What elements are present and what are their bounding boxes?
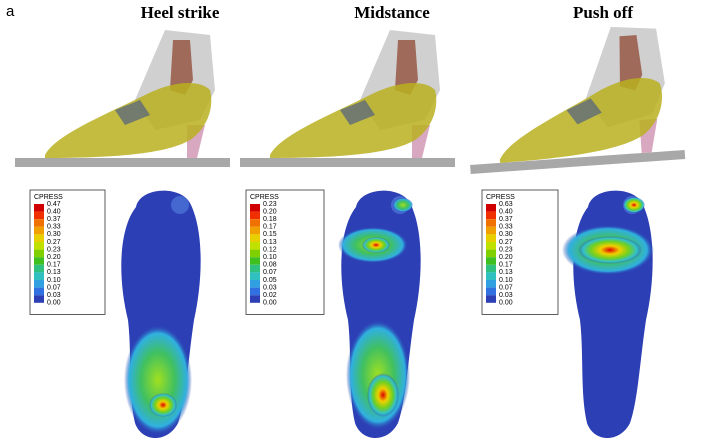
legend-swatch: [250, 234, 260, 242]
legend-label: 0.20: [47, 254, 61, 261]
legend-label: 0.03: [263, 284, 277, 291]
panel-title: Midstance: [354, 3, 430, 22]
legend-swatch: [250, 249, 260, 258]
legend-swatch: [34, 242, 44, 250]
legend-swatch: [486, 211, 496, 220]
shoe-model: [240, 30, 455, 167]
legend-swatch: [250, 264, 260, 273]
legend-label: 0.07: [263, 269, 277, 276]
legend-label: 0.37: [47, 216, 61, 223]
legend-swatch: [250, 242, 260, 250]
legend-label: 0.30: [47, 231, 61, 238]
legend-label: 0.10: [47, 277, 61, 284]
legend-swatch: [34, 226, 44, 235]
legend-label: 0.17: [499, 262, 513, 269]
legend-swatch: [486, 226, 496, 235]
legend-label: 0.03: [47, 292, 61, 299]
legend-label: 0.17: [263, 224, 277, 231]
legend-label: 0.27: [499, 239, 513, 246]
legend-swatch: [34, 287, 44, 296]
legend-swatch: [486, 264, 496, 273]
legend-title: CPRESS: [250, 194, 279, 201]
legend-swatch: [34, 211, 44, 220]
panel-title: Heel strike: [141, 3, 220, 22]
legend-label: 0.07: [499, 284, 513, 291]
legend-label: 0.23: [499, 246, 513, 253]
legend-label: 0.23: [47, 246, 61, 253]
shoe-model: [15, 30, 230, 167]
legend-swatch: [250, 211, 260, 220]
legend-label: 0.40: [47, 208, 61, 215]
figure-label: a: [6, 3, 15, 20]
legend-label: 0.20: [499, 254, 513, 261]
legend-label: 0.02: [263, 292, 277, 299]
legend-label: 0.20: [263, 208, 277, 215]
shoe-model: [461, 22, 686, 174]
legend-label: 0.03: [499, 292, 513, 299]
legend-title: CPRESS: [486, 194, 515, 201]
legend-swatch: [34, 219, 44, 227]
legend-label: 0.40: [499, 208, 513, 215]
legend-swatch: [486, 204, 496, 212]
pressure-map: [562, 190, 654, 438]
legend-swatch: [250, 226, 260, 235]
legend-swatch: [34, 280, 44, 288]
legend-label: 0.23: [263, 201, 277, 208]
legend-swatch: [486, 242, 496, 250]
legend-swatch: [486, 234, 496, 242]
legend-label: 0.00: [47, 300, 61, 307]
legend-label: 0.17: [47, 262, 61, 269]
legend-label: 0.15: [263, 231, 277, 238]
pressure-map: [121, 190, 201, 438]
legend-swatch: [250, 257, 260, 265]
legend-label: 0.47: [47, 201, 61, 208]
legend-label: 0.13: [499, 269, 513, 276]
legend-label: 0.00: [499, 300, 513, 307]
legend-swatch: [250, 280, 260, 288]
legend-swatch: [34, 264, 44, 273]
legend-label: 0.05: [263, 277, 277, 284]
legend-swatch: [486, 287, 496, 296]
legend-label: 0.33: [499, 224, 513, 231]
legend-swatch: [34, 234, 44, 242]
legends: CPRESS0.470.400.370.330.300.270.230.200.…: [29, 189, 559, 315]
legend-label: 0.12: [263, 246, 277, 253]
legend-swatch: [486, 295, 496, 303]
legend-swatch: [34, 295, 44, 303]
legend-swatch: [486, 219, 496, 227]
legend-swatch: [250, 287, 260, 296]
legend-swatch: [34, 249, 44, 258]
legend-label: 0.37: [499, 216, 513, 223]
legend-label: 0.00: [263, 300, 277, 307]
legend-swatch: [250, 204, 260, 212]
legend-swatch: [486, 280, 496, 288]
legend-label: 0.07: [47, 284, 61, 291]
legend-title: CPRESS: [34, 194, 63, 201]
legend-swatch: [34, 272, 44, 280]
legend-label: 0.13: [47, 269, 61, 276]
pressure-map: [338, 190, 421, 438]
legend-swatch: [486, 249, 496, 258]
legend-swatch: [250, 219, 260, 227]
legend-label: 0.27: [47, 239, 61, 246]
legend-label: 0.10: [263, 254, 277, 261]
panel-title: Push off: [573, 3, 633, 22]
legend-swatch: [250, 295, 260, 303]
legend-label: 0.33: [47, 224, 61, 231]
legend-label: 0.13: [263, 239, 277, 246]
legend-label: 0.63: [499, 201, 513, 208]
legend-label: 0.10: [499, 277, 513, 284]
legend-swatch: [486, 272, 496, 280]
legend-label: 0.08: [263, 262, 277, 269]
legend-swatch: [34, 204, 44, 212]
legend-label: 0.30: [499, 231, 513, 238]
legend-swatch: [34, 257, 44, 265]
legend-label: 0.18: [263, 216, 277, 223]
legend-swatch: [486, 257, 496, 265]
legend-swatch: [250, 272, 260, 280]
